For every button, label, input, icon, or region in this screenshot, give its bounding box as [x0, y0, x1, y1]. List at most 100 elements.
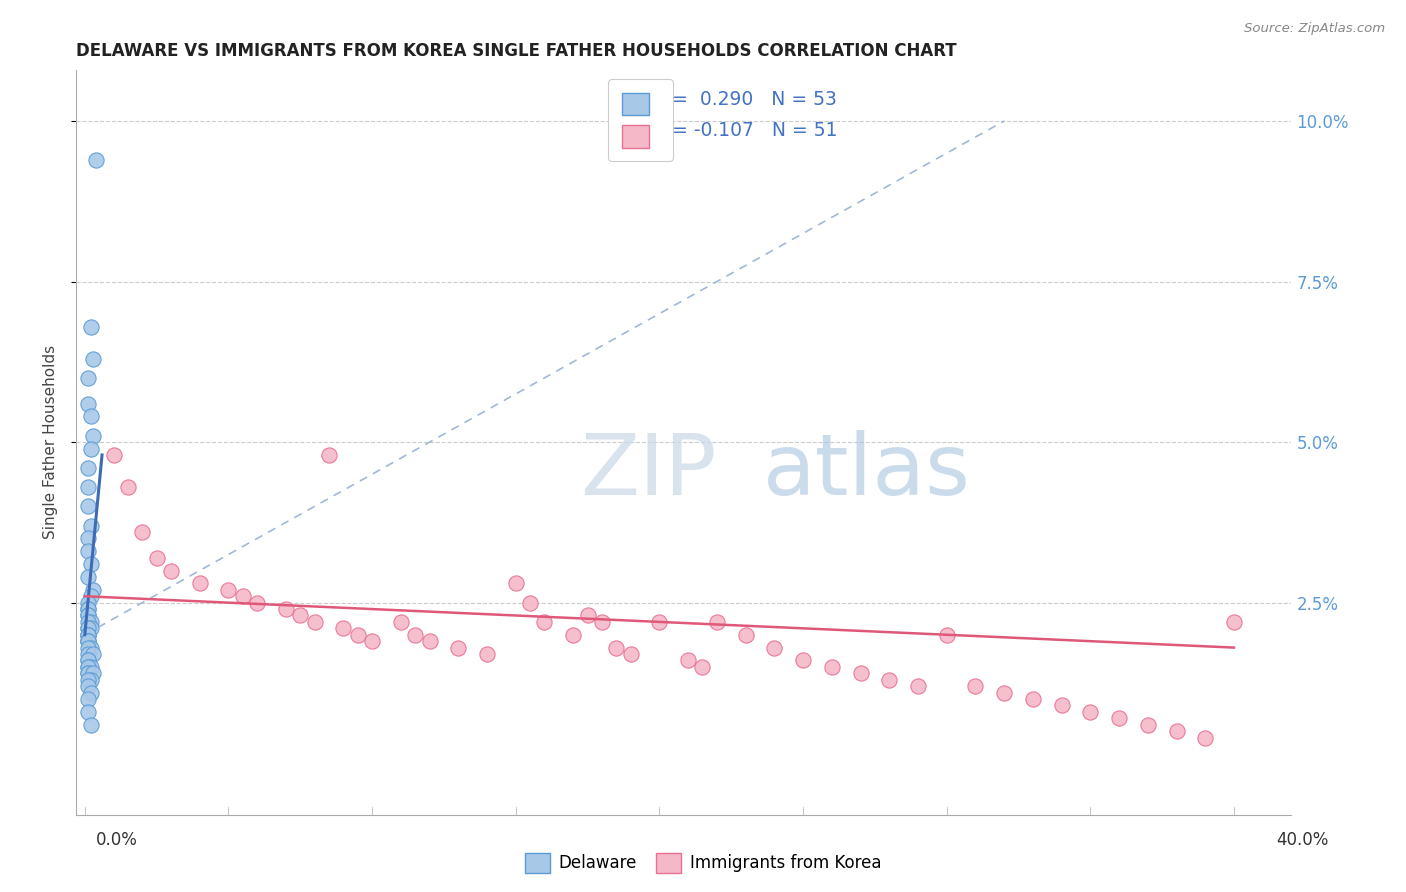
Point — [1166, 724, 1188, 739]
Point — [217, 582, 239, 597]
Point — [332, 621, 354, 635]
Point — [232, 589, 254, 603]
Legend: , : , — [609, 79, 672, 161]
Point — [361, 634, 384, 648]
Point — [76, 660, 98, 674]
Point — [76, 570, 98, 584]
Point — [389, 615, 412, 629]
Text: ZIP: ZIP — [581, 431, 717, 514]
Point — [82, 351, 104, 366]
Point — [79, 557, 101, 571]
Point — [907, 679, 929, 693]
Point — [76, 679, 98, 693]
Point — [1136, 717, 1159, 731]
Text: 0.0%: 0.0% — [96, 831, 138, 849]
Point — [734, 628, 756, 642]
Point — [188, 576, 211, 591]
Point — [76, 634, 98, 648]
Point — [160, 564, 183, 578]
Point — [346, 628, 368, 642]
Point — [1194, 731, 1216, 745]
Point — [246, 596, 269, 610]
Point — [877, 673, 900, 687]
Point — [76, 621, 98, 635]
Point — [533, 615, 555, 629]
Point — [76, 647, 98, 661]
Text: atlas: atlas — [763, 431, 970, 514]
Point — [76, 692, 98, 706]
Point — [447, 640, 470, 655]
Point — [76, 396, 98, 410]
Point — [82, 647, 104, 661]
Point — [76, 371, 98, 385]
Point — [76, 705, 98, 719]
Point — [1022, 692, 1045, 706]
Point — [591, 615, 613, 629]
Point — [79, 717, 101, 731]
Point — [117, 480, 139, 494]
Point — [965, 679, 987, 693]
Point — [103, 448, 125, 462]
Point — [145, 550, 167, 565]
Point — [304, 615, 326, 629]
Text: R = -0.107   N = 51: R = -0.107 N = 51 — [654, 121, 838, 140]
Point — [76, 628, 98, 642]
Point — [76, 666, 98, 681]
Point — [620, 647, 643, 661]
Point — [648, 615, 671, 629]
Point — [79, 319, 101, 334]
Point — [519, 596, 541, 610]
Point — [505, 576, 527, 591]
Point — [290, 608, 312, 623]
Point — [79, 640, 101, 655]
Point — [79, 442, 101, 456]
Point — [318, 448, 340, 462]
Point — [76, 640, 98, 655]
Point — [76, 615, 98, 629]
Point — [82, 666, 104, 681]
Point — [576, 608, 599, 623]
Point — [76, 628, 98, 642]
Point — [849, 666, 872, 681]
Text: DELAWARE VS IMMIGRANTS FROM KOREA SINGLE FATHER HOUSEHOLDS CORRELATION CHART: DELAWARE VS IMMIGRANTS FROM KOREA SINGLE… — [76, 42, 957, 60]
Text: Source: ZipAtlas.com: Source: ZipAtlas.com — [1244, 22, 1385, 36]
Point — [404, 628, 426, 642]
Point — [76, 634, 98, 648]
Point — [76, 608, 98, 623]
Point — [76, 596, 98, 610]
Point — [79, 518, 101, 533]
Point — [792, 653, 814, 667]
Point — [1108, 711, 1130, 725]
Point — [76, 673, 98, 687]
Point — [692, 660, 714, 674]
Point — [76, 653, 98, 667]
Point — [1078, 705, 1101, 719]
Point — [79, 621, 101, 635]
Text: 40.0%: 40.0% — [1277, 831, 1329, 849]
Point — [76, 653, 98, 667]
Point — [76, 500, 98, 514]
Legend: Delaware, Immigrants from Korea: Delaware, Immigrants from Korea — [517, 847, 889, 880]
Point — [475, 647, 498, 661]
Y-axis label: Single Father Households: Single Father Households — [44, 345, 58, 539]
Point — [131, 524, 153, 539]
Point — [76, 460, 98, 475]
Point — [76, 660, 98, 674]
Point — [79, 589, 101, 603]
Point — [605, 640, 627, 655]
Point — [419, 634, 441, 648]
Point — [76, 532, 98, 546]
Point — [76, 666, 98, 681]
Point — [76, 634, 98, 648]
Point — [76, 628, 98, 642]
Point — [935, 628, 957, 642]
Point — [821, 660, 844, 674]
Point — [76, 602, 98, 616]
Point — [79, 673, 101, 687]
Point — [82, 428, 104, 442]
Point — [993, 685, 1015, 699]
Point — [82, 582, 104, 597]
Point — [79, 660, 101, 674]
Point — [79, 615, 101, 629]
Point — [1223, 615, 1246, 629]
